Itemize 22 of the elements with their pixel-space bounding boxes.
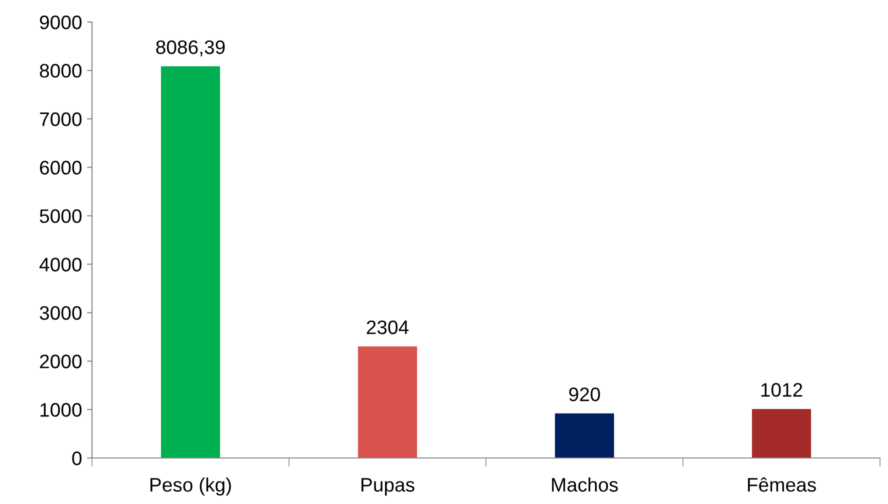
data-label: 2304: [366, 320, 409, 334]
x-tick-label: Fêmeas: [748, 477, 816, 492]
bar: [554, 413, 614, 458]
y-tick-label: 6000: [40, 160, 82, 175]
y-tick-label: 0: [72, 451, 82, 466]
data-label: 8086,39: [156, 40, 225, 56]
y-tick-label: 7000: [40, 112, 82, 126]
data-label: 920: [569, 387, 600, 402]
x-tick-label: Peso (kg): [150, 477, 231, 496]
y-tick-label: 5000: [40, 209, 82, 224]
y-tick-label: 1000: [40, 403, 82, 417]
bar: [358, 346, 418, 458]
y-tick-label: 8000: [40, 64, 82, 78]
y-tick-label: 9000: [40, 15, 82, 30]
bar: [160, 66, 220, 458]
bar: [752, 408, 812, 458]
y-tick-label: 4000: [39, 258, 82, 272]
y-tick-label: 2000: [40, 354, 82, 368]
x-tick-label: Machos: [552, 477, 618, 492]
y-tick-label: 3000: [40, 306, 82, 320]
data-label: 1012: [761, 383, 802, 397]
x-tick-label: Pupas: [362, 478, 414, 496]
